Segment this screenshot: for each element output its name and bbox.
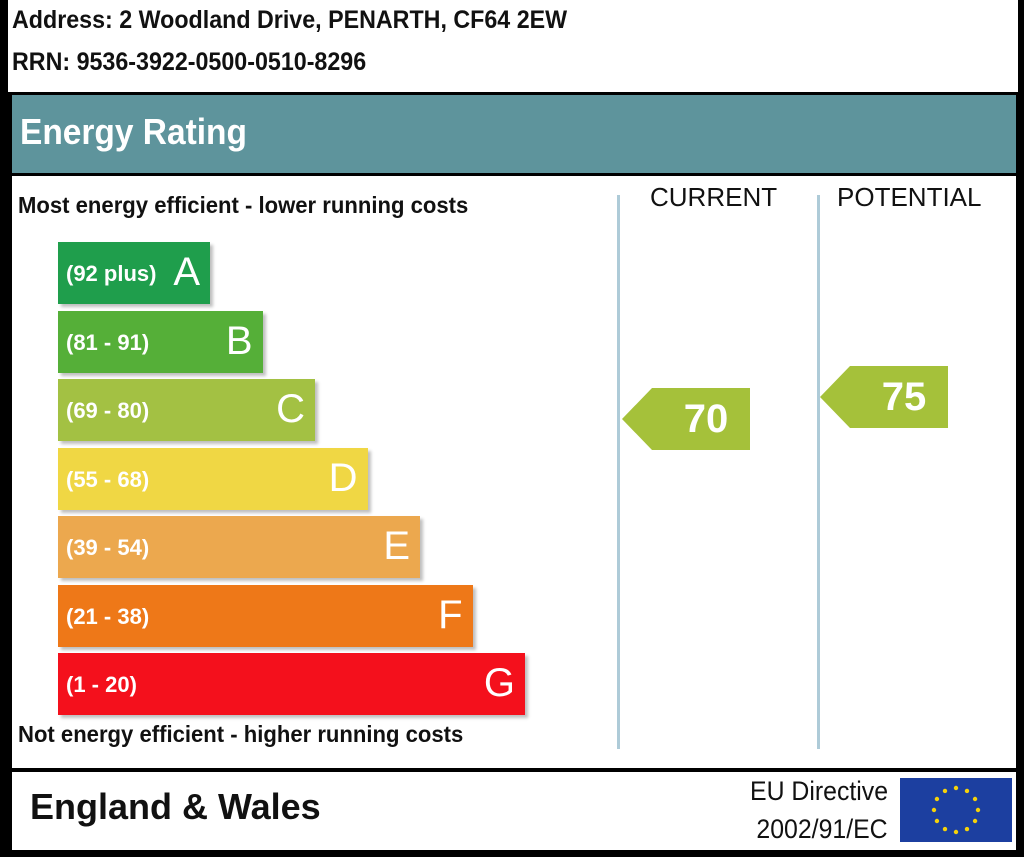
band-range: (92 plus) [66,261,157,286]
band-range: (81 - 91) [66,329,150,355]
current-rating-value: 70 [683,397,729,441]
band-range: (21 - 38) [66,603,150,629]
star-icon [964,826,970,832]
band-b: (81 - 91) B [58,310,263,373]
directive-line2: 2002/91/EC [756,814,888,844]
band-e: (39 - 54) E [58,516,420,578]
band-letter: E [383,524,410,568]
star-icon [975,807,981,813]
star-icon [942,826,948,832]
band-range: (39 - 54) [66,535,150,560]
band-letter: F [438,592,463,637]
band-letter: B [225,318,253,363]
potential-rating-value: 75 [881,375,927,419]
star-icon [942,788,948,794]
star-icon [972,796,978,802]
band-a: (92 plus) A [58,242,210,304]
star-icon [934,796,940,802]
band-letter: G [483,661,515,705]
star-icon [953,829,959,835]
column-divider [617,195,620,749]
top-caption: Most energy efficient - lower running co… [18,192,469,218]
band-g: (1 - 20) G [58,653,525,715]
directive-line1: EU Directive [749,776,888,806]
star-icon [931,807,937,813]
bottom-caption: Not energy efficient - higher running co… [18,721,464,747]
current-column-header: CURRENT [650,182,778,212]
header: Address: 2 Woodland Drive, PENARTH, CF64… [8,0,1018,92]
band-letter: C [276,387,305,431]
rrn-text: RRN: 9536-3922-0500-0510-8296 [12,48,367,76]
rating-panel: Most energy efficient - lower running co… [12,176,1016,768]
band-range: (69 - 80) [66,398,150,423]
eu-flag-icon [900,778,1012,842]
column-divider [817,195,820,749]
band-d: (55 - 68) D [58,447,368,510]
band-f: (21 - 38) F [58,584,473,647]
star-icon [964,788,970,794]
current-rating-arrow: 70 [622,388,750,450]
potential-rating-arrow: 75 [820,366,948,428]
band-range: (1 - 20) [66,672,137,697]
band-letter: A [173,250,200,294]
star-icon [972,818,978,824]
star-icon [934,818,940,824]
title-bar: Energy Rating [12,95,1016,173]
band-letter: D [328,455,358,500]
star-icon [953,785,959,791]
band-c: (69 - 80) C [58,379,315,441]
potential-column-header: POTENTIAL [837,182,982,212]
address-text: Address: 2 Woodland Drive, PENARTH, CF64… [12,6,568,34]
country-label: England & Wales [30,786,321,827]
footer: England & Wales EU Directive 2002/91/EC [12,772,1016,850]
band-range: (55 - 68) [66,466,150,492]
chart-title: Energy Rating [20,111,247,152]
